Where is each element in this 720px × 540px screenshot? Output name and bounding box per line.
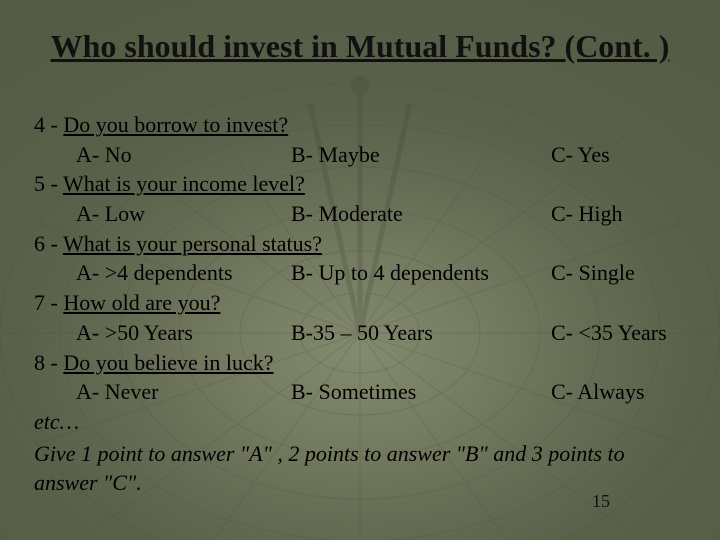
question-number: 7 - [34,290,63,315]
scoring-instruction: Give 1 point to answer "A" , 2 points to… [34,439,690,498]
answer-b: B- Maybe [291,140,551,170]
question-number: 8 - [34,350,63,375]
answer-row: A- >4 dependents B- Up to 4 dependents C… [34,258,690,288]
answer-b: B- Up to 4 dependents [291,258,551,288]
slide: Who should invest in Mutual Funds? (Cont… [0,0,720,540]
question-row: 6 - What is your personal status? [34,229,690,259]
page-number: 15 [592,491,610,512]
answer-b: B- Sometimes [291,377,551,407]
question-text: What is your personal status? [63,231,322,256]
answer-b: B-35 – 50 Years [291,318,551,348]
answer-c: C- Always [551,377,690,407]
answer-a: A- Low [76,199,291,229]
question-row: 4 - Do you borrow to invest? [34,110,690,140]
etc-text: etc… [34,407,690,437]
question-row: 5 - What is your income level? [34,169,690,199]
answer-a: A- >50 Years [76,318,291,348]
answer-row: A- No B- Maybe C- Yes [34,140,690,170]
answer-a: A- Never [76,377,291,407]
slide-body: 4 - Do you borrow to invest? A- No B- Ma… [34,110,690,498]
question-number: 5 - [34,171,63,196]
question-text: How old are you? [63,290,220,315]
question-text: Do you borrow to invest? [63,112,288,137]
answer-b: B- Moderate [291,199,551,229]
answer-c: C- <35 Years [551,318,690,348]
slide-title: Who should invest in Mutual Funds? (Cont… [0,28,720,65]
question-row: 7 - How old are you? [34,288,690,318]
answer-a: A- >4 dependents [76,258,291,288]
question-text: What is your income level? [63,171,305,196]
question-row: 8 - Do you believe in luck? [34,348,690,378]
answer-c: C- Single [551,258,690,288]
question-number: 4 - [34,112,63,137]
answer-row: A- >50 Years B-35 – 50 Years C- <35 Year… [34,318,690,348]
answer-c: C- Yes [551,140,690,170]
question-text: Do you believe in luck? [63,350,273,375]
answer-row: A- Low B- Moderate C- High [34,199,690,229]
question-number: 6 - [34,231,63,256]
answer-a: A- No [76,140,291,170]
answer-row: A- Never B- Sometimes C- Always [34,377,690,407]
answer-c: C- High [551,199,690,229]
